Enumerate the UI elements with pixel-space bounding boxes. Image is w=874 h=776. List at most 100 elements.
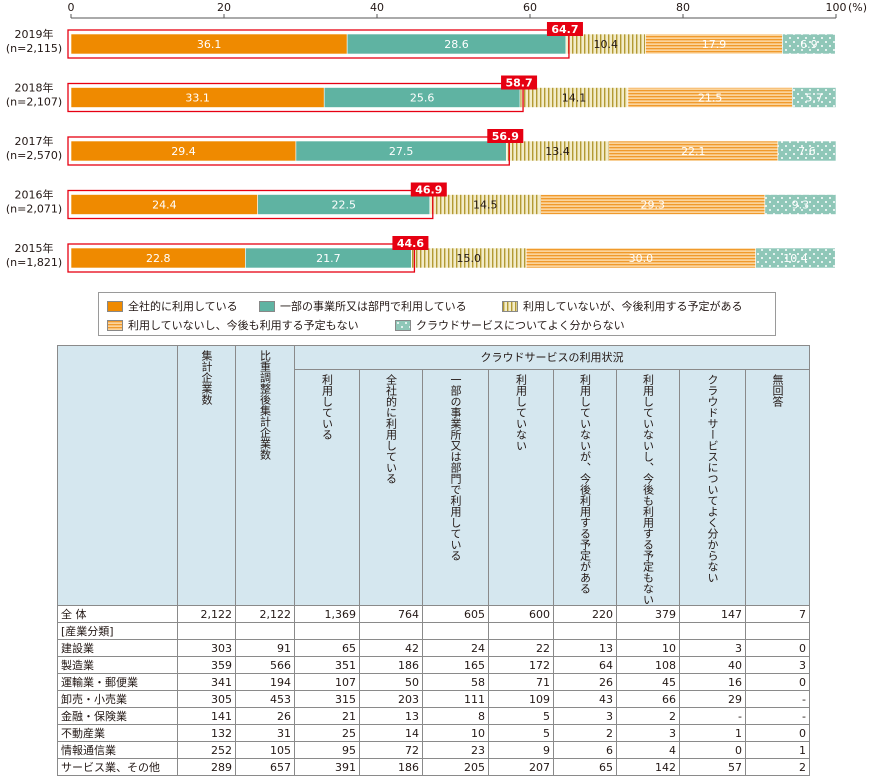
table-row: サービス業、その他 289 657 391 186 205 207 65 142 57 2 [57,758,810,776]
table-cell: 2 [553,724,617,742]
table-cell [679,622,746,640]
row-label: サービス業、その他 [57,758,178,776]
table-cell: 3 [679,639,746,657]
table-cell: 0 [679,741,746,759]
table-cell [359,622,423,640]
bar-value-label: 13.4 [545,145,570,158]
table-cell: 91 [235,639,295,657]
table-cell: 764 [359,605,423,623]
table-cell: 566 [235,656,295,674]
category-n-label: (n=2,107) [6,96,62,109]
table-cell: 7 [745,605,810,623]
table-cell: 50 [359,673,423,691]
header-using: 利用している [294,369,360,606]
table-cell: 22 [488,639,554,657]
legend-swatch [107,301,123,312]
header-no-plan: 利用していないし、今後も利用する予定もない [616,369,680,606]
category-n-label: (n=1,821) [6,256,62,269]
bar-value-label: 22.8 [146,252,171,265]
bar-value-label: 27.5 [389,145,414,158]
table-cell: 172 [488,656,554,674]
header-plan: 利用していないが、今後利用する予定がある [553,369,617,606]
table-cell: - [745,707,810,725]
category-year-label: 2015年 [15,241,54,255]
total-badge [410,182,447,197]
table-cell: 453 [235,690,295,708]
legend-label: 利用していないし、今後も利用する予定もない [128,319,359,332]
table-cell: 8 [422,707,489,725]
header-label: 一部の事業所又は部門で利用している [449,374,462,561]
table-cell: 3 [553,707,617,725]
table-cell: 31 [235,724,295,742]
table-cell: 26 [553,673,617,691]
bar-value-label: 21.5 [698,92,723,105]
bar-value-label: 21.7 [316,252,341,265]
bar-value-label: 33.1 [185,92,210,105]
legend-swatch [395,320,411,331]
table-cell: 2 [616,707,680,725]
table-cell: 605 [422,605,489,623]
table-cell: 10 [616,639,680,657]
table-corner [57,345,178,606]
table-cell: 2 [745,758,810,776]
table-cell [745,622,810,640]
table-cell: 1 [679,724,746,742]
table-cell [616,622,680,640]
bar-value-label: 30.0 [629,252,654,265]
table-cell [235,622,295,640]
stacked-bar-chart: 0 20 40 60 80 100 (%) 2019年(n=2,115) 36.1 28.6 10… [6,1,867,273]
legend-label: 一部の事業所又は部門で利用している [280,300,467,313]
table-cell: 13 [553,639,617,657]
table-cell: 72 [359,741,423,759]
row-label: 金融・保険業 [57,707,178,725]
table-cell: 2,122 [235,605,295,623]
header-no-answer: 無回答 [745,369,810,606]
x-axis: 0 20 40 60 80 100 (%) [68,1,867,19]
bar-value-label: 36.1 [197,38,222,51]
bar-value-label: 29.4 [171,145,196,158]
bar-value-label: 9.3 [792,199,810,212]
x-tick-label: 20 [217,1,231,14]
table-row: 製造業 359 566 351 186 165 172 64 108 40 3 [57,656,810,674]
x-tick-label: 100 [826,1,847,14]
table-cell: 5 [488,724,554,742]
highlight-box [67,82,524,113]
total-badge [392,236,429,250]
table-cell: 65 [553,758,617,776]
bar-segment [782,33,836,55]
table-cell: 220 [553,605,617,623]
category-year-label: 2018年 [15,81,54,95]
table-cell: - [745,690,810,708]
highlight-box [67,243,416,273]
table-cell: 207 [488,758,554,776]
category-year-label: 2016年 [15,188,54,202]
category-year-label: 2019年 [15,27,54,41]
legend-item-no-plan: 利用していないし、今後も利用する予定もない [107,319,359,333]
table-cell: 205 [422,758,489,776]
table-cell: 142 [616,758,680,776]
bar-value-label: 15.0 [457,252,482,265]
bar-value-label: 29.3 [641,199,666,212]
bar-value-label: 28.6 [444,38,469,51]
table-cell: 203 [359,690,423,708]
table-cell [488,622,554,640]
table-cell: 186 [359,656,423,674]
bars: 2019年(n=2,115) 36.1 28.6 10.4 17.9 6.9 64.7 201… [6,22,837,273]
header-weighted: 比重調整後集計企業数 [235,345,295,606]
table-row: 建設業 303 91 65 42 24 22 13 10 3 0 [57,639,810,657]
table-cell: 16 [679,673,746,691]
table-cell [294,622,360,640]
table-cell: 111 [422,690,489,708]
table-cell: 379 [616,605,680,623]
x-tick-label: 0 [68,1,75,14]
table-cell: 0 [745,673,810,691]
legend-swatch [107,320,123,331]
legend-item-unknown: クラウドサービスについてよく分からない [395,319,625,333]
highlight-box [67,189,434,220]
header-label: 比重調整後集計企業数 [258,350,272,460]
bar-segment [777,140,837,162]
total-label: 44.6 [397,237,424,250]
row-label: [産業分類] [57,622,178,640]
legend-item-partial: 一部の事業所又は部門で利用している [259,300,467,314]
header-label: 集計企業数 [200,350,213,405]
